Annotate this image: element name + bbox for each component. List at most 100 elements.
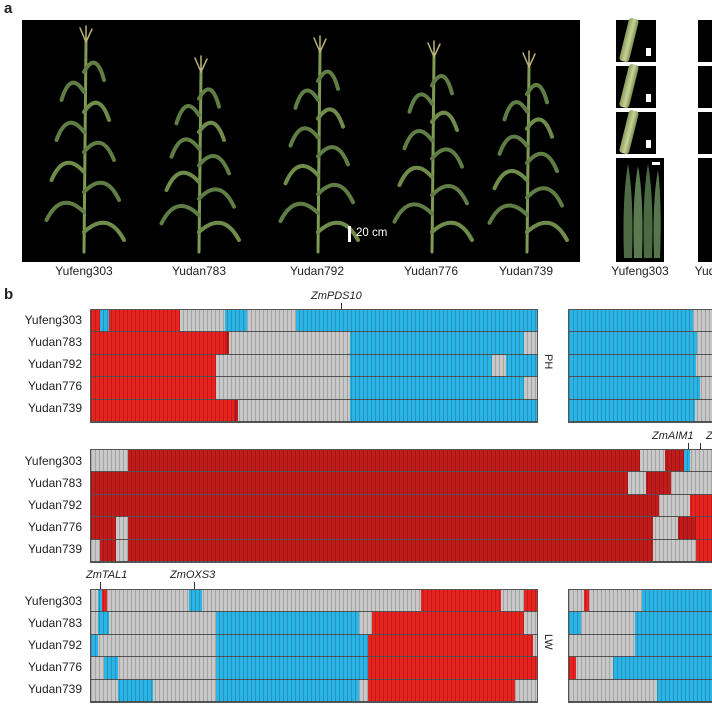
- haplotype-row: [569, 612, 712, 635]
- plant-leaf: [525, 151, 559, 174]
- haplotype-segment: [358, 679, 368, 701]
- haplotype-segment: [91, 332, 225, 354]
- gene-tick: [688, 443, 689, 450]
- haplotype-row: [91, 399, 537, 422]
- haplotype-segment: [367, 679, 515, 701]
- plant-label: Yud: [694, 264, 712, 278]
- haplotype-row: [569, 332, 712, 355]
- haplotype-heatmap: [90, 449, 712, 563]
- haplotype-segment: [700, 377, 712, 399]
- row-label: Yufeng303: [24, 454, 82, 468]
- gene-label: Z: [706, 430, 712, 442]
- plant-leaf: [174, 104, 201, 126]
- haplotype-segment: [532, 634, 537, 657]
- haplotype-segment: [569, 657, 577, 679]
- plant-leaf: [197, 154, 231, 176]
- haplotype-segment: [576, 657, 613, 679]
- haplotype-segment: [634, 634, 712, 657]
- haplotype-segment: [215, 377, 350, 399]
- plant-label: Yudan739: [498, 264, 554, 278]
- plant-leaf: [197, 87, 221, 109]
- haplotype-segment: [671, 472, 712, 494]
- haplotype-segment: [128, 450, 641, 472]
- haplotype-segment: [523, 377, 537, 399]
- plant-tassel: [79, 25, 93, 43]
- plant-leaf: [316, 107, 345, 129]
- haplotype-segment: [215, 354, 350, 377]
- trait-label: LW: [542, 634, 554, 650]
- haplotype-segment: [665, 450, 684, 472]
- haplotype-segment: [569, 634, 635, 657]
- plant-label: Yudan776: [403, 264, 459, 278]
- plant-leaf: [525, 220, 569, 242]
- plant-leaf: [316, 220, 360, 242]
- row-label: Yudan776: [27, 520, 82, 534]
- haplotype-segment: [492, 354, 506, 377]
- plant-leaf: [316, 69, 340, 91]
- haplotype-segment: [371, 612, 524, 634]
- haplotype-segment: [104, 657, 118, 679]
- plant-tassel: [522, 50, 536, 68]
- haplotype-segment: [108, 310, 181, 332]
- haplotype-segment: [569, 612, 581, 634]
- haplotype-segment: [117, 679, 154, 701]
- plant-leaf: [293, 88, 320, 110]
- haplotype-row: [569, 354, 712, 378]
- plant-leaf: [49, 160, 86, 182]
- haplotype-segment: [697, 332, 712, 354]
- haplotype-row: [91, 472, 712, 495]
- haplotype-row: [569, 310, 712, 333]
- plant-leaf: [525, 186, 564, 208]
- plant-leaf: [430, 110, 459, 132]
- haplotype-segment: [97, 590, 103, 612]
- haplotype-segment: [694, 399, 712, 421]
- plant-leaf: [525, 83, 549, 105]
- haplotype-segment: [690, 450, 712, 472]
- haplotype-segment: [696, 354, 712, 377]
- haplotype-segment: [658, 494, 691, 517]
- scale-bar-label: 20 cm: [356, 227, 388, 239]
- haplotype-segment: [180, 310, 225, 332]
- row-label: Yudan776: [27, 660, 82, 674]
- row-label: Yudan783: [27, 476, 82, 490]
- haplotype-segment: [106, 590, 190, 612]
- haplotype-segment: [91, 590, 98, 612]
- gene-label: ZmOXS3: [170, 569, 216, 581]
- row-label: Yudan792: [27, 357, 82, 371]
- haplotype-segment: [523, 590, 537, 612]
- haplotype-segment: [569, 590, 584, 612]
- partial-tile: [698, 20, 712, 62]
- plant-leaf: [316, 145, 350, 167]
- gene-tick: [100, 582, 101, 589]
- haplotype-row: [91, 612, 537, 635]
- haplotype-segment: [569, 377, 701, 399]
- haplotype-segment: [696, 517, 712, 539]
- row-label: Yudan792: [27, 638, 82, 652]
- plant-leaf: [392, 202, 434, 224]
- leaf-blades-illustration: [623, 164, 661, 258]
- row-label: Yudan739: [27, 542, 82, 556]
- plant-stem: [430, 55, 436, 254]
- haplotype-row: [91, 332, 537, 355]
- plant-leaf: [197, 187, 236, 209]
- haplotype-segment: [238, 399, 350, 421]
- haplotype-segment: [100, 539, 116, 561]
- plant-leaf: [502, 100, 529, 122]
- haplotype-row: [569, 590, 712, 613]
- row-label: Yudan776: [27, 379, 82, 393]
- plant-leaf: [487, 203, 529, 225]
- haplotype-segment: [349, 354, 493, 377]
- haplotype-segment: [91, 539, 101, 561]
- haplotype-segment: [569, 354, 697, 377]
- row-label: Yudan739: [27, 401, 82, 415]
- haplotype-segment: [505, 354, 537, 377]
- haplotype-segment: [569, 399, 695, 421]
- haplotype-segment: [642, 590, 712, 612]
- plant-leaf: [430, 74, 454, 96]
- haplotype-heatmap: [568, 589, 712, 703]
- haplotype-segment: [693, 310, 712, 332]
- row-label: Yudan792: [27, 498, 82, 512]
- haplotype-segment: [91, 612, 98, 634]
- haplotype-segment: [91, 377, 216, 399]
- gene-label: ZmPDS10: [311, 290, 362, 302]
